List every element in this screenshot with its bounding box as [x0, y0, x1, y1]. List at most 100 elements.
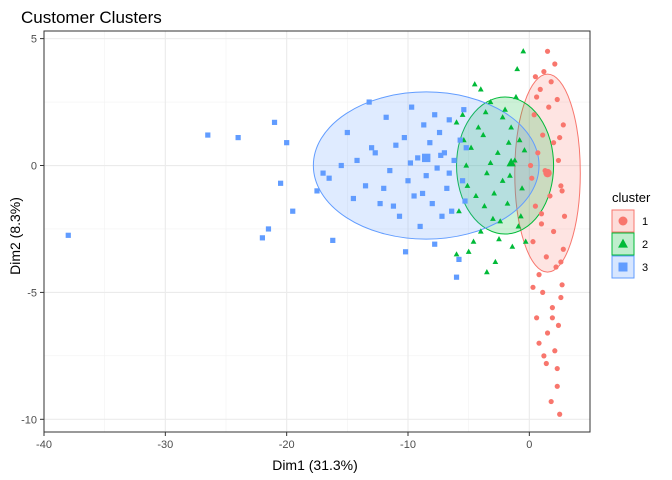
- cluster-3-point: [320, 170, 326, 176]
- cluster-1-point: [560, 246, 566, 252]
- y-tick-label: -5: [27, 287, 37, 299]
- legend-symbol-1: [618, 216, 628, 226]
- cluster-1-point: [557, 411, 563, 417]
- cluster-1-point: [547, 193, 553, 199]
- cluster-3-point: [259, 235, 265, 241]
- cluster-3-point: [436, 129, 443, 136]
- cluster-3-point: [462, 198, 468, 204]
- cluster-2-point: [470, 238, 477, 244]
- cluster-1-point: [534, 94, 540, 100]
- cluster-2-point: [499, 114, 506, 120]
- cluster-2-point: [511, 157, 518, 163]
- cluster-1-point: [551, 140, 557, 146]
- legend-symbol-3: [618, 262, 628, 272]
- cluster-3-point: [446, 117, 452, 123]
- cluster-1-point: [559, 188, 565, 194]
- cluster-3-point: [460, 178, 466, 184]
- cluster-1-point: [554, 96, 560, 103]
- cluster-1-point: [534, 315, 540, 321]
- cluster-2-point: [517, 213, 524, 219]
- cluster-2-point: [487, 98, 494, 105]
- cluster-2-point: [494, 149, 501, 155]
- legend-label-2: 2: [642, 239, 648, 251]
- cluster-3-point: [417, 223, 423, 230]
- cluster-1-point: [549, 315, 555, 321]
- cluster-3-point: [432, 241, 438, 247]
- x-axis-title: Dim1 (31.3%): [272, 457, 358, 473]
- y-tick-label: -10: [21, 414, 37, 426]
- cluster-3-point: [387, 167, 393, 174]
- cluster-2-point: [491, 190, 498, 196]
- cluster-1-point: [536, 272, 542, 278]
- cluster-1-point: [546, 104, 552, 110]
- cluster-3-point: [284, 140, 290, 146]
- cluster-3-point: [411, 193, 417, 199]
- cluster-3-point: [314, 188, 320, 194]
- cluster-3-point: [429, 200, 435, 207]
- cluster-2-point: [497, 218, 504, 224]
- cluster-3-point: [362, 183, 369, 189]
- cluster-2-point: [516, 137, 523, 143]
- cluster-3-ellipse: [312, 91, 540, 240]
- cluster-3-point: [421, 122, 427, 128]
- legend: cluster 1 2 3: [611, 190, 651, 279]
- cluster-2-point: [471, 81, 478, 87]
- cluster-3-point: [390, 203, 397, 209]
- cluster-3-point: [463, 145, 469, 151]
- cluster-1-point: [549, 305, 555, 311]
- cluster-1-point: [529, 175, 535, 181]
- cluster-3-point: [444, 185, 450, 191]
- cluster-3-point: [350, 195, 356, 202]
- cluster-2-point: [463, 162, 470, 168]
- x-tick-label: 0: [526, 439, 532, 451]
- cluster-2-point: [513, 93, 519, 100]
- cluster-1-point: [555, 322, 562, 329]
- cluster-3-point: [396, 213, 403, 219]
- cluster-1-point: [527, 162, 534, 169]
- cluster-3-point: [381, 185, 387, 191]
- cluster-1-point: [555, 157, 562, 164]
- cluster-1-point: [531, 112, 537, 118]
- cluster-1-point: [538, 211, 545, 217]
- cluster-3-point: [419, 190, 426, 197]
- cluster-3-point: [383, 114, 389, 120]
- x-tick-label: -30: [157, 439, 173, 451]
- cluster-2-point: [519, 185, 525, 191]
- cluster-1-point: [543, 254, 549, 260]
- cluster-3-point: [453, 274, 460, 280]
- cluster-1-point: [560, 122, 566, 128]
- cluster-2-point: [481, 203, 488, 209]
- cluster-3-point: [451, 157, 457, 164]
- cluster-1-point: [553, 264, 559, 270]
- cluster-2-point: [490, 215, 496, 221]
- cluster-3-point: [449, 208, 455, 214]
- cluster-1-point: [558, 259, 564, 265]
- panel-border: [43, 30, 591, 433]
- cluster-1-point: [551, 228, 557, 235]
- cluster-3-point: [438, 152, 444, 158]
- cluster-2-point: [492, 258, 499, 265]
- cluster-3-point: [457, 137, 463, 143]
- cluster-3-point: [401, 134, 407, 141]
- cluster-3-point: [409, 104, 415, 110]
- cluster-3-point: [366, 99, 372, 105]
- cluster-3-point: [330, 237, 336, 243]
- cluster-3-point: [338, 162, 344, 169]
- cluster-2-point: [502, 106, 508, 112]
- x-tick-label: -10: [400, 439, 416, 451]
- cluster-1-point: [532, 74, 539, 80]
- cluster-3-point: [271, 119, 278, 125]
- cluster-2-point: [496, 235, 502, 242]
- cluster-2-point: [499, 177, 506, 183]
- cluster-3-point: [432, 112, 438, 118]
- cluster-3-point: [235, 134, 241, 141]
- y-tick-label: 0: [31, 161, 37, 173]
- cluster-3-point: [439, 213, 445, 219]
- cluster-2-point: [508, 124, 514, 130]
- legend-title: cluster: [612, 190, 651, 205]
- x-axis-ticks: -40 -30 -20 -10 0: [36, 432, 532, 451]
- cluster-2-point: [484, 170, 490, 176]
- cluster-3-point: [434, 165, 440, 171]
- cluster-2-point: [475, 124, 482, 130]
